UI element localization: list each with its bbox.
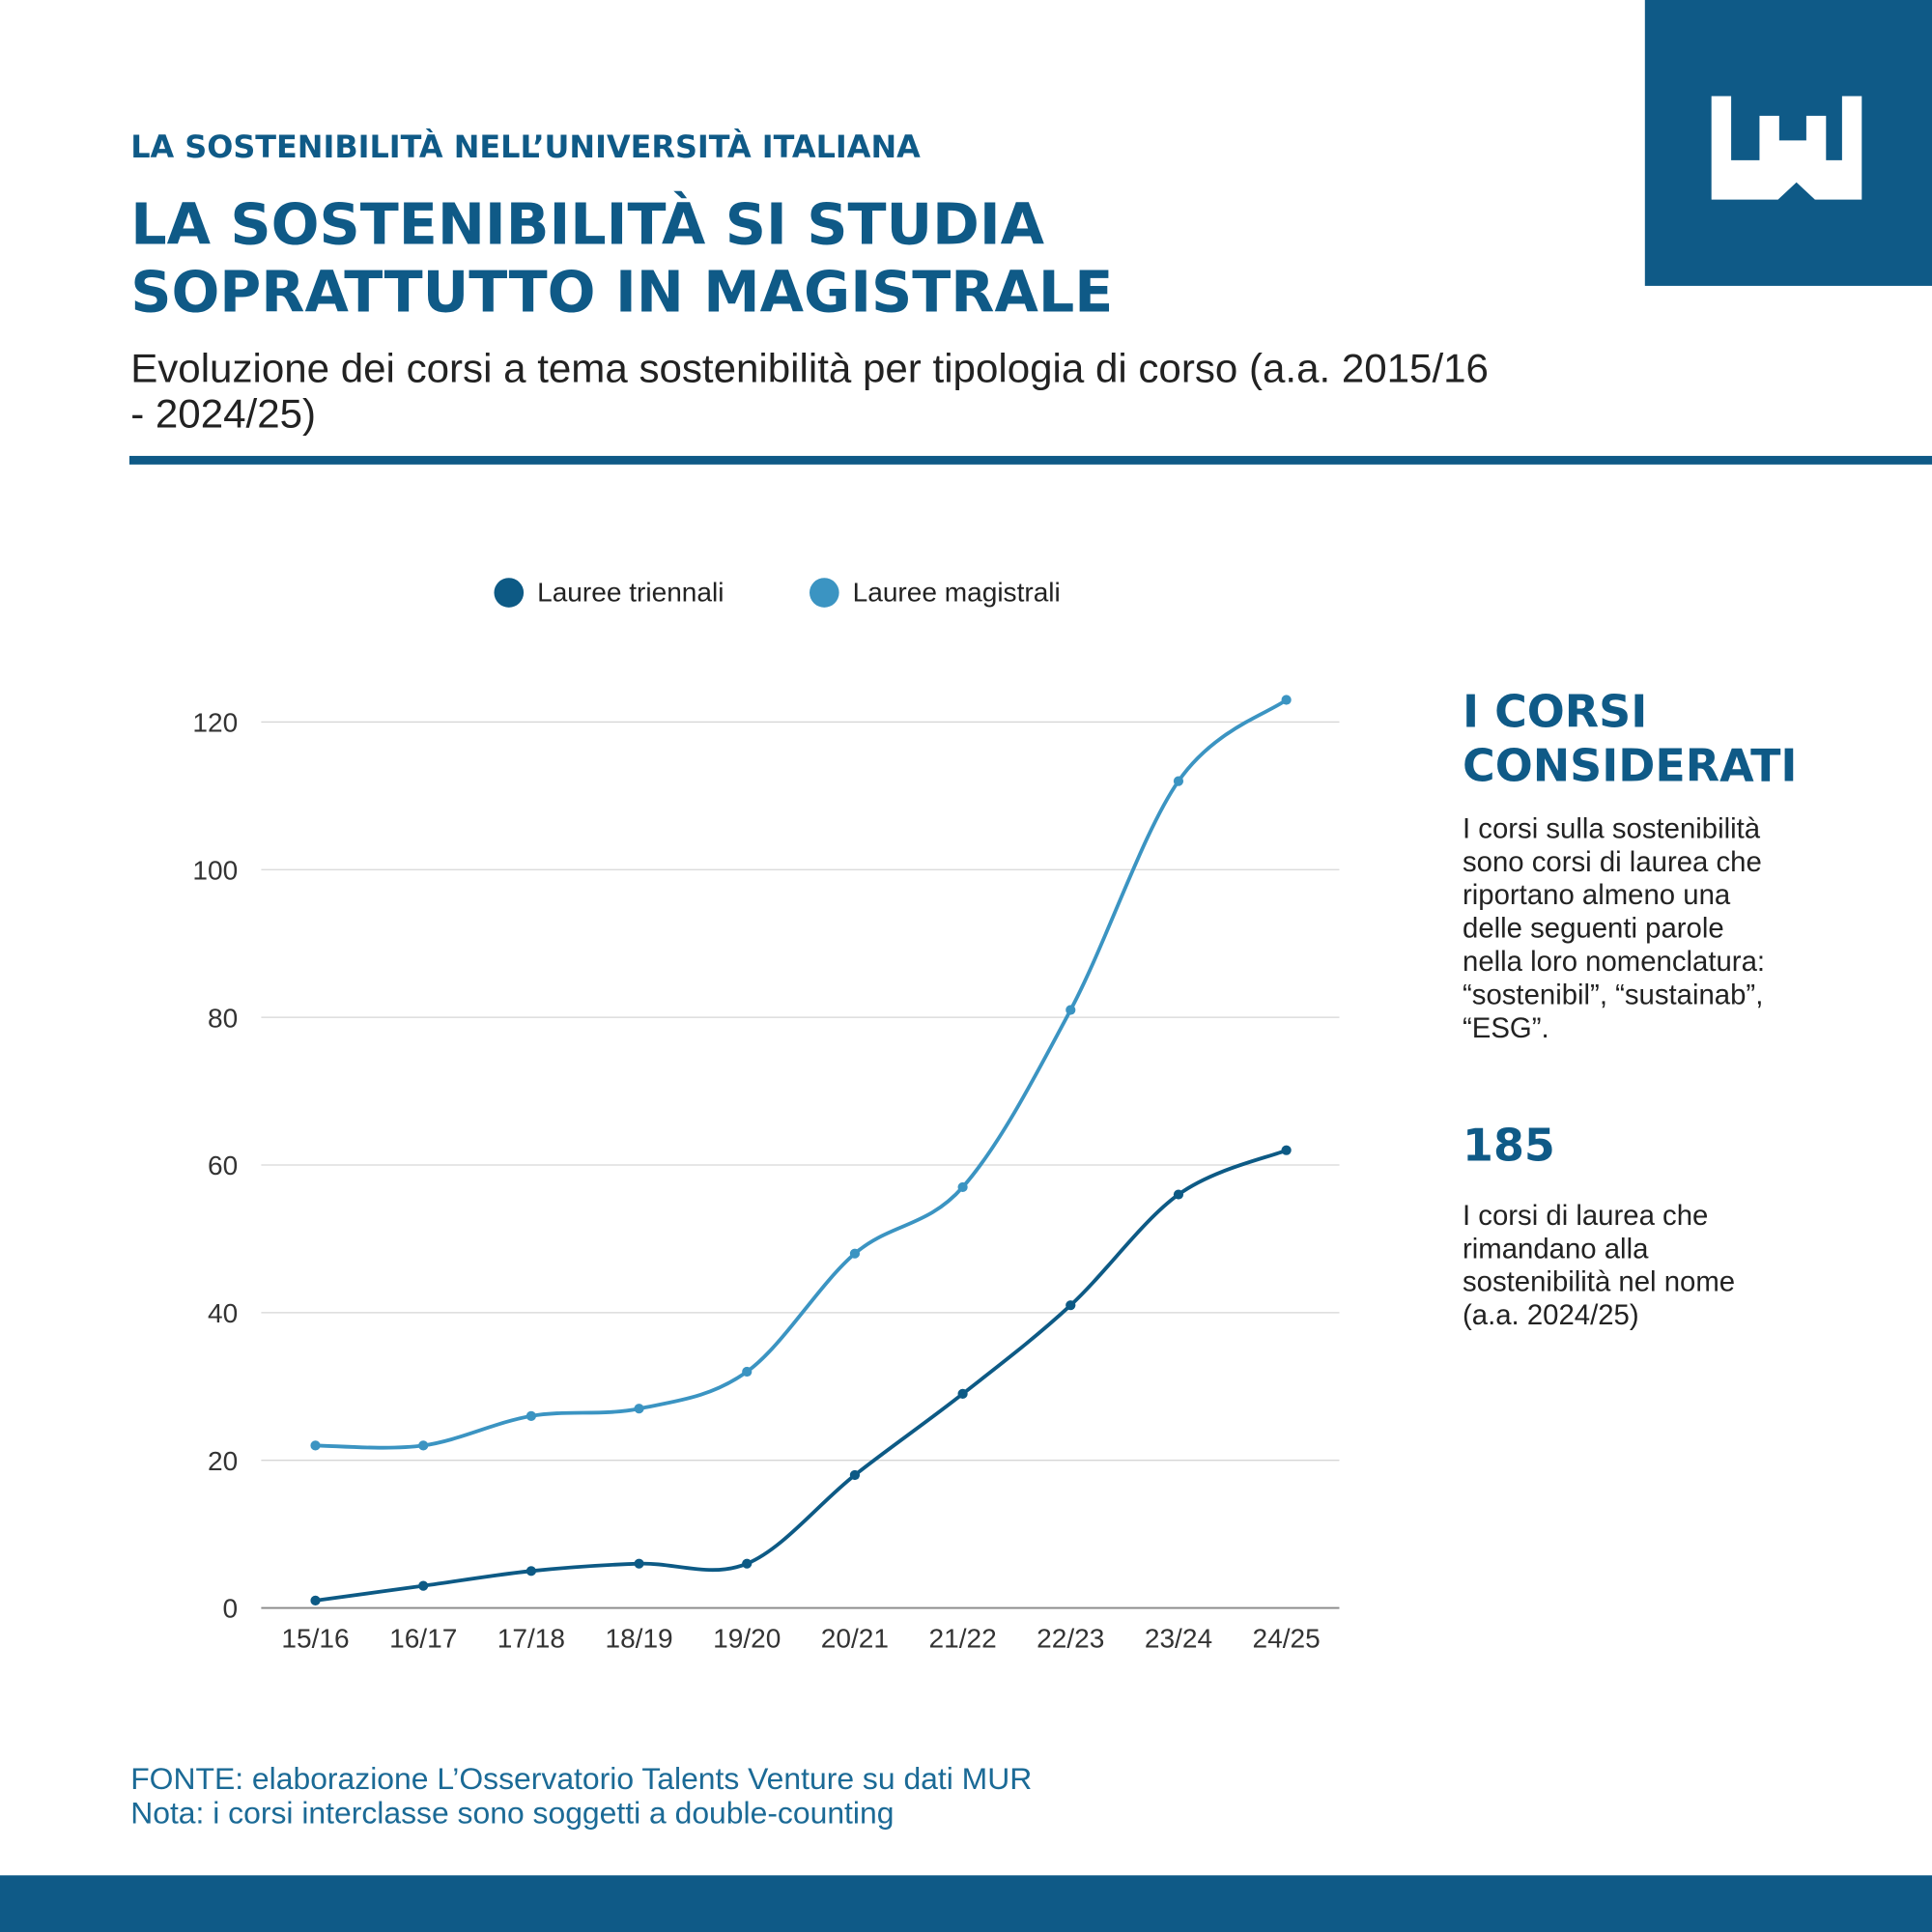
- data-point: [310, 1440, 321, 1451]
- data-point: [634, 1558, 644, 1569]
- data-point: [1173, 776, 1184, 786]
- side-heading: I CORSI: [1463, 686, 1647, 738]
- data-point: [957, 1181, 968, 1193]
- legend-label: Lauree magistrali: [853, 577, 1061, 607]
- legend-marker: [494, 578, 525, 608]
- data-point: [418, 1580, 429, 1591]
- x-tick-label: 16/17: [389, 1623, 457, 1653]
- data-point: [526, 1410, 536, 1421]
- data-point: [849, 1469, 861, 1481]
- subtitle: Evoluzione dei corsi a tema sostenibilit…: [130, 345, 1489, 390]
- data-point: [1281, 695, 1292, 705]
- side-text: I corsi sulla sostenibilità: [1463, 812, 1761, 844]
- x-tick-label: 23/24: [1145, 1623, 1212, 1653]
- side-text: I corsi di laurea che: [1463, 1200, 1708, 1232]
- series-line: [315, 1148, 1288, 1603]
- side-text: “sostenibil”, “sustainab”,: [1463, 980, 1763, 1011]
- side-heading: CONSIDERATI: [1463, 740, 1797, 792]
- side-figure: 185: [1463, 1120, 1555, 1172]
- data-point: [742, 1366, 753, 1378]
- y-tick-label: 0: [223, 1594, 239, 1624]
- source: FONTE: elaborazione L’Osservatorio Talen…: [130, 1761, 1032, 1796]
- data-point: [742, 1558, 753, 1569]
- data-point: [1281, 1145, 1292, 1155]
- side-text: nella loro nomenclatura:: [1463, 946, 1765, 978]
- title: SOPRATTUTTO IN MAGISTRALE: [130, 260, 1113, 326]
- side-text: sono corsi di laurea che: [1463, 846, 1762, 878]
- side-text: (a.a. 2024/25): [1463, 1299, 1639, 1331]
- y-tick-label: 20: [208, 1446, 238, 1476]
- data-point: [1173, 1189, 1184, 1200]
- x-tick-label: 18/19: [605, 1623, 672, 1653]
- x-tick-label: 24/25: [1253, 1623, 1321, 1653]
- divider: [128, 455, 1932, 465]
- data-point: [849, 1248, 861, 1259]
- side-text: delle seguenti parole: [1463, 913, 1724, 945]
- side-text: sostenibilità nel nome: [1463, 1266, 1735, 1298]
- data-point: [418, 1440, 429, 1451]
- y-tick-label: 60: [208, 1151, 238, 1180]
- data-point: [1065, 1005, 1076, 1015]
- kicker: LA SOSTENIBILITÀ NELL’UNIVERSITÀ ITALIAN…: [130, 128, 921, 165]
- series-line: [315, 697, 1288, 1450]
- side-text: rimandano alla: [1463, 1233, 1649, 1264]
- x-tick-label: 20/21: [821, 1623, 889, 1653]
- logo: [1711, 96, 1862, 200]
- side-text: “ESG”.: [1463, 1012, 1549, 1044]
- x-tick-label: 15/16: [281, 1623, 349, 1653]
- title: LA SOSTENIBILITÀ SI STUDIA: [130, 191, 1044, 258]
- y-tick-label: 120: [192, 708, 238, 738]
- y-tick-label: 80: [208, 1003, 238, 1033]
- y-tick-label: 100: [192, 856, 238, 886]
- bottom-bar: [0, 1875, 1932, 1932]
- legend-marker: [810, 578, 839, 608]
- subtitle: - 2024/25): [130, 391, 316, 437]
- note: Nota: i corsi interclasse sono soggetti …: [130, 1796, 894, 1831]
- data-point: [310, 1595, 321, 1606]
- x-tick-label: 19/20: [713, 1623, 781, 1653]
- side-text: riportano almeno una: [1463, 879, 1731, 911]
- x-tick-label: 21/22: [929, 1623, 997, 1653]
- data-point: [1065, 1300, 1076, 1311]
- data-point: [957, 1388, 968, 1400]
- legend-label: Lauree triennali: [537, 577, 724, 607]
- x-tick-label: 17/18: [497, 1623, 565, 1653]
- y-tick-label: 40: [208, 1298, 238, 1328]
- x-tick-label: 22/23: [1037, 1623, 1104, 1653]
- data-point: [526, 1566, 536, 1577]
- data-point: [634, 1404, 644, 1414]
